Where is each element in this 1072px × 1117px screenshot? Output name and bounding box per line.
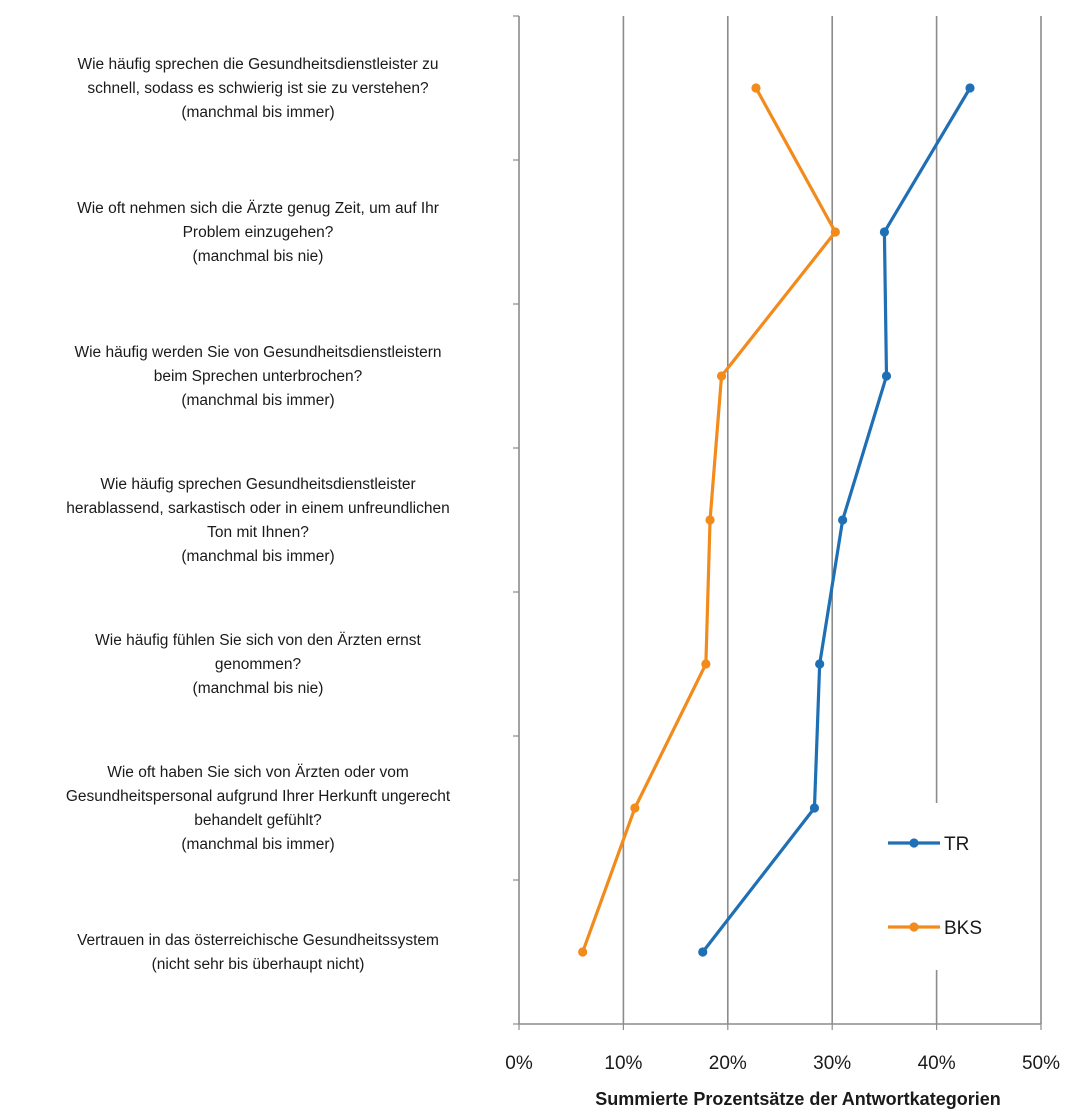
gridlines (622, 16, 1042, 1024)
category-label-line: (manchmal bis immer) (181, 836, 334, 853)
x-tick-label: 40% (918, 1053, 956, 1074)
category-label: Vertrauen in das österreichische Gesundh… (77, 932, 439, 973)
category-label-line: Wie häufig sprechen Gesundheitsdienstlei… (100, 476, 415, 493)
data-point-bks (716, 371, 727, 381)
data-point-tr (879, 227, 890, 237)
category-label-line: (manchmal bis immer) (181, 392, 334, 409)
category-label-line: schnell, sodass es schwierig ist sie zu … (87, 80, 429, 97)
data-point-bks (578, 947, 588, 957)
legend-marker-tr (909, 838, 919, 848)
category-label: Wie häufig sprechen die Gesundheitsdiens… (77, 56, 438, 121)
x-tick-label: 20% (709, 1053, 747, 1074)
category-label-line: herablassend, sarkastisch oder in einem … (66, 500, 449, 517)
category-label-line: (manchmal bis immer) (181, 104, 334, 121)
data-point-tr (838, 515, 848, 525)
legend: TR BKS (888, 834, 982, 939)
x-tick-label: 0% (505, 1053, 533, 1074)
category-label-line: (nicht sehr bis überhaupt nicht) (152, 956, 365, 973)
category-label-line: Wie häufig sprechen die Gesundheitsdiens… (77, 56, 438, 73)
category-label-line: (manchmal bis nie) (193, 248, 324, 265)
data-point-tr (881, 371, 892, 381)
category-label: Wie häufig fühlen Sie sich von den Ärzte… (95, 632, 421, 697)
data-point-bks (830, 227, 840, 237)
legend-marker-bks (909, 922, 919, 932)
series-line-tr (701, 87, 972, 953)
data-point-bks (751, 83, 761, 93)
data-point-tr (809, 803, 820, 813)
category-label-line: behandelt gefühlt? (194, 812, 322, 829)
category-label-line: Ton mit Ihnen? (207, 524, 309, 541)
category-label: Wie oft nehmen sich die Ärzte genug Zeit… (77, 200, 439, 265)
category-label-line: Vertrauen in das österreichische Gesundh… (77, 932, 439, 949)
category-label-line: Wie häufig werden Sie von Gesundheitsdie… (74, 344, 441, 361)
x-tick-label: 10% (604, 1053, 642, 1074)
data-point-bks (701, 659, 711, 669)
data-point-bks (705, 515, 715, 525)
category-label: Wie oft haben Sie sich von Ärzten oder v… (66, 764, 451, 853)
x-axis-title: Summierte Prozentsätze der Antwortkatego… (595, 1089, 1000, 1109)
axes (513, 15, 1042, 1030)
category-label-line: (manchmal bis immer) (181, 548, 334, 565)
category-label-line: (manchmal bis nie) (193, 680, 324, 697)
x-tick-labels: 0% 10% 20% 30% 40% 50% (505, 1053, 1060, 1074)
category-label: Wie häufig sprechen Gesundheitsdienstlei… (66, 476, 449, 565)
category-label: Wie häufig werden Sie von Gesundheitsdie… (74, 344, 441, 409)
data-point-tr (965, 83, 975, 93)
data-point-tr (815, 659, 825, 669)
x-tick-label: 50% (1022, 1053, 1060, 1074)
legend-label-bks: BKS (944, 918, 982, 939)
category-labels: Wie häufig sprechen die Gesundheitsdiens… (66, 56, 451, 973)
category-label-line: beim Sprechen unterbrochen? (154, 368, 363, 385)
category-label-line: genommen? (215, 656, 302, 673)
category-label-line: Wie häufig fühlen Sie sich von den Ärzte… (95, 632, 421, 649)
x-tick-label: 30% (813, 1053, 851, 1074)
category-label-line: Problem einzugehen? (183, 224, 334, 241)
series-lines (578, 83, 975, 957)
category-label-line: Gesundheitspersonal aufgrund Ihrer Herku… (66, 788, 451, 805)
legend-label-tr: TR (944, 834, 969, 855)
data-point-bks (630, 803, 640, 813)
category-label-line: Wie oft nehmen sich die Ärzte genug Zeit… (77, 200, 439, 217)
category-label-line: Wie oft haben Sie sich von Ärzten oder v… (107, 764, 409, 781)
data-point-tr (698, 947, 708, 957)
